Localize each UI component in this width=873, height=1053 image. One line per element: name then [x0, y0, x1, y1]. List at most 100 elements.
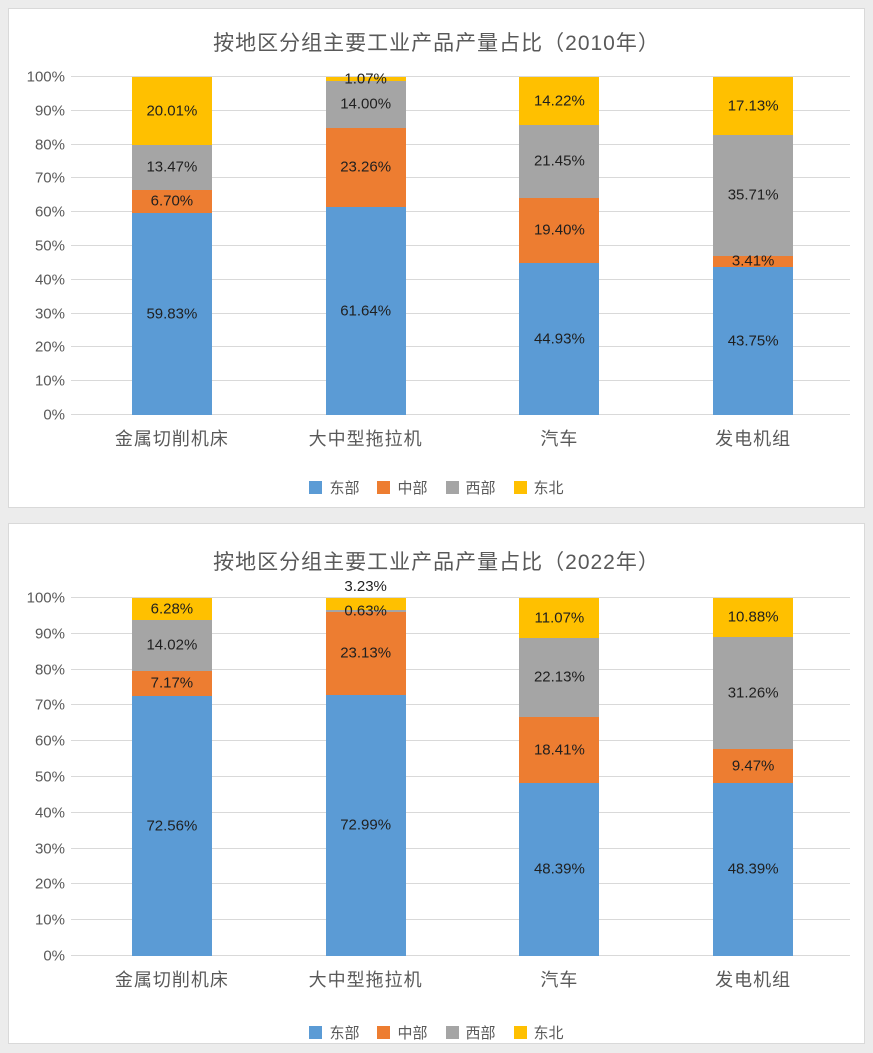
y-axis-tick-label: 100%	[26, 589, 65, 607]
gridline	[71, 76, 850, 77]
bar-segment	[519, 197, 600, 264]
legend-swatch	[513, 481, 527, 494]
bar-segment	[325, 694, 406, 956]
legend-item: 中部	[377, 477, 428, 498]
x-axis-category-label: 汽车	[540, 970, 579, 990]
bar-segment	[131, 670, 212, 697]
gridline	[71, 883, 850, 885]
x-axis: 金属切削机床 大中型拖拉机 汽车 发电机组	[75, 966, 850, 992]
legend-item: 东北	[513, 477, 564, 498]
data-label: 72.56%	[146, 817, 198, 835]
bar-group: 72.99% 23.13% 0.63% 3.23%	[269, 578, 463, 956]
bar-segment	[519, 637, 600, 717]
data-label: 3.23%	[344, 577, 387, 595]
y-axis-tick-label: 90%	[34, 625, 65, 643]
legend-swatch	[513, 1026, 527, 1039]
bar-segment	[519, 125, 600, 198]
gridline	[71, 955, 850, 956]
gridline	[71, 245, 850, 246]
x-axis-category-label: 金属切削机床	[114, 429, 229, 449]
chart-title: 按地区分组主要工业产品产量占比（2022年）	[213, 551, 660, 574]
legend-label: 中部	[397, 480, 428, 497]
stacked-bar: 72.56% 7.17% 14.02% 6.28%	[131, 597, 212, 956]
data-label: 21.45%	[533, 152, 585, 170]
bars-layer: 59.83% 6.70% 13.47% 20.01% 61.64% 23.26% 14.00…	[75, 70, 850, 415]
legend-swatch	[309, 1026, 323, 1039]
bar-segment	[325, 611, 406, 695]
bar-segment	[519, 77, 600, 126]
y-axis-tick-label: 40%	[34, 804, 65, 822]
bar-segment	[325, 128, 406, 207]
data-label: 14.22%	[533, 92, 585, 110]
stacked-bar: 59.83% 6.70% 13.47% 20.01%	[131, 76, 212, 415]
bar-segment	[131, 620, 212, 671]
legend-swatch	[445, 1026, 459, 1039]
y-axis-tick-label: 60%	[34, 203, 65, 221]
y-axis-tick-label: 30%	[34, 840, 65, 858]
bar-group: 44.93% 19.40% 21.45% 14.22%	[463, 77, 657, 415]
y-axis-tick-label: 80%	[34, 136, 65, 154]
y-axis-tick-label: 20%	[34, 875, 65, 893]
bar-group: 48.39% 9.47% 31.26% 10.88%	[656, 598, 850, 956]
stacked-bar: 44.93% 19.40% 21.45% 14.22%	[519, 77, 600, 415]
gridline	[71, 312, 850, 314]
bar-segment	[131, 597, 212, 621]
bar-segment	[713, 748, 794, 783]
bar-segment	[713, 598, 794, 637]
x-axis-category-label: 金属切削机床	[114, 970, 229, 990]
data-label: 23.26%	[340, 158, 392, 176]
data-label: 22.13%	[533, 668, 585, 686]
bar-segment	[713, 134, 794, 256]
bar-segment	[131, 76, 212, 145]
y-axis-tick-label: 50%	[34, 237, 65, 255]
data-label: 0.63%	[344, 602, 387, 620]
data-label: 6.70%	[150, 192, 194, 210]
page: 按地区分组主要工业产品产量占比（2010年） 0% 10% 20% 30% 40% 50%…	[8, 8, 865, 1044]
legend-item: 东部	[309, 477, 359, 498]
chart-area: 0% 10% 20% 30% 40% 50% 60% 70% 80% 90% 100% 59.83%…	[17, 69, 856, 424]
bar-segment	[519, 263, 600, 415]
gridline	[71, 847, 850, 849]
data-label: 72.99%	[340, 816, 392, 834]
chart-title: 按地区分组主要工业产品产量占比（2010年）	[213, 32, 660, 55]
plot-area: 59.83% 6.70% 13.47% 20.01% 61.64% 23.26% 14.00…	[71, 70, 850, 415]
gridline	[71, 211, 850, 213]
gridline	[71, 380, 850, 382]
data-label: 6.28%	[150, 600, 194, 618]
legend: 东部 中部 西部 东北	[17, 477, 856, 498]
bar-segment	[519, 782, 600, 956]
legend: 东部 中部 西部 东北	[17, 1022, 856, 1043]
bar-segment	[325, 77, 406, 81]
data-label: 23.13%	[340, 644, 392, 662]
data-label: 10.88%	[727, 608, 779, 626]
legend-item: 东北	[513, 1022, 564, 1043]
gridline	[71, 346, 850, 348]
data-label: 35.71%	[727, 186, 779, 204]
y-axis: 0% 10% 20% 30% 40% 50% 60% 70% 80% 90% 100%	[17, 590, 75, 965]
data-label: 3.41%	[731, 252, 775, 270]
data-label: 11.07%	[534, 609, 585, 627]
bar-segment	[325, 598, 406, 610]
stacked-bar: 48.39% 9.47% 31.26% 10.88%	[713, 598, 794, 956]
legend-label: 东部	[329, 480, 360, 497]
y-axis-tick-label: 80%	[34, 661, 65, 679]
data-label: 44.93%	[533, 330, 585, 348]
x-axis-category-label: 发电机组	[715, 970, 792, 990]
y-axis-tick-label: 10%	[34, 372, 65, 390]
data-label: 61.64%	[340, 302, 392, 320]
bar-segment	[713, 782, 794, 956]
legend-label: 西部	[465, 1025, 496, 1042]
gridline	[71, 414, 850, 415]
bar-group: 48.39% 18.41% 22.13% 11.07%	[463, 598, 657, 956]
bar-segment	[131, 190, 212, 213]
gridline	[71, 177, 850, 179]
data-label: 19.40%	[533, 221, 585, 239]
data-label: 7.17%	[150, 674, 194, 692]
y-axis-tick-label: 30%	[34, 305, 65, 323]
data-label: 13.47%	[146, 158, 198, 176]
chart-panel-2010: 按地区分组主要工业产品产量占比（2010年） 0% 10% 20% 30% 40% 50%…	[8, 8, 865, 508]
x-axis-category-label: 汽车	[540, 429, 579, 449]
data-label: 9.47%	[731, 757, 775, 775]
data-label: 48.39%	[533, 860, 585, 878]
legend-swatch	[445, 481, 459, 494]
